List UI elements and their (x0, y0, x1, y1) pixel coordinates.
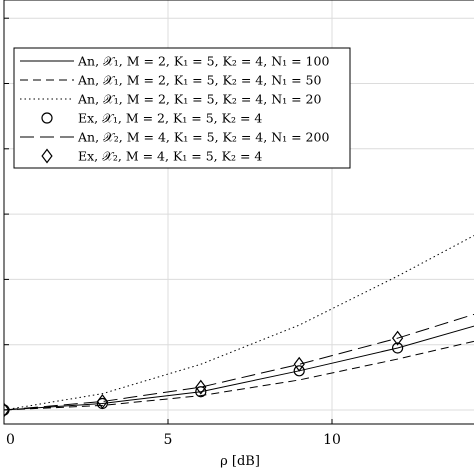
series-layer (4, 235, 474, 418)
series-4 (4, 313, 474, 411)
point-3-4 (392, 342, 404, 354)
series-line-1 (4, 340, 474, 411)
series-3 (4, 342, 404, 416)
legend: An, 𝒳₁, M = 2, K₁ = 5, K₂ = 4, N₁ = 100 A… (13, 47, 351, 169)
series-0 (4, 325, 474, 411)
series-5 (4, 330, 404, 418)
legend-label-4: An, 𝒳₂, M = 4, K₁ = 5, K₂ = 4, N₁ = 200 (77, 130, 329, 145)
series-1 (4, 340, 474, 411)
legend-box (13, 47, 351, 169)
point-5-4 (391, 330, 404, 346)
point-3-3 (293, 365, 305, 377)
legend-label-0: An, 𝒳₁, M = 2, K₁ = 5, K₂ = 4, N₁ = 100 (77, 54, 329, 69)
legend-label-1: An, 𝒳₁, M = 2, K₁ = 5, K₂ = 4, N₁ = 50 (77, 73, 322, 88)
axes-box (3, 0, 474, 425)
x-tick-label-2: 10 (323, 432, 341, 448)
point-3-2 (195, 386, 207, 398)
x-axis-label: ρ [dB] (220, 454, 260, 469)
legend-marker-3 (41, 112, 53, 124)
legend-marker-5 (41, 148, 53, 164)
series-line-0 (4, 325, 474, 411)
legend-label-2: An, 𝒳₁, M = 2, K₁ = 5, K₂ = 4, N₁ = 20 (77, 92, 322, 107)
point-5-1 (96, 394, 109, 410)
legend-label-5: Ex, 𝒳₂, M = 4, K₁ = 5, K₂ = 4 (78, 149, 262, 164)
point-5-2 (195, 379, 207, 395)
tick-labels: 0510152025 (3, 17, 341, 448)
point-5-0 (4, 402, 10, 418)
legend-label-3: Ex, 𝒳₁, M = 2, K₁ = 5, K₂ = 4 (78, 111, 262, 126)
x-tick-label-1: 5 (164, 432, 173, 448)
point-5-3 (293, 356, 305, 372)
x-tick-label-0: 0 (6, 432, 15, 448)
series-line-4 (4, 313, 474, 411)
